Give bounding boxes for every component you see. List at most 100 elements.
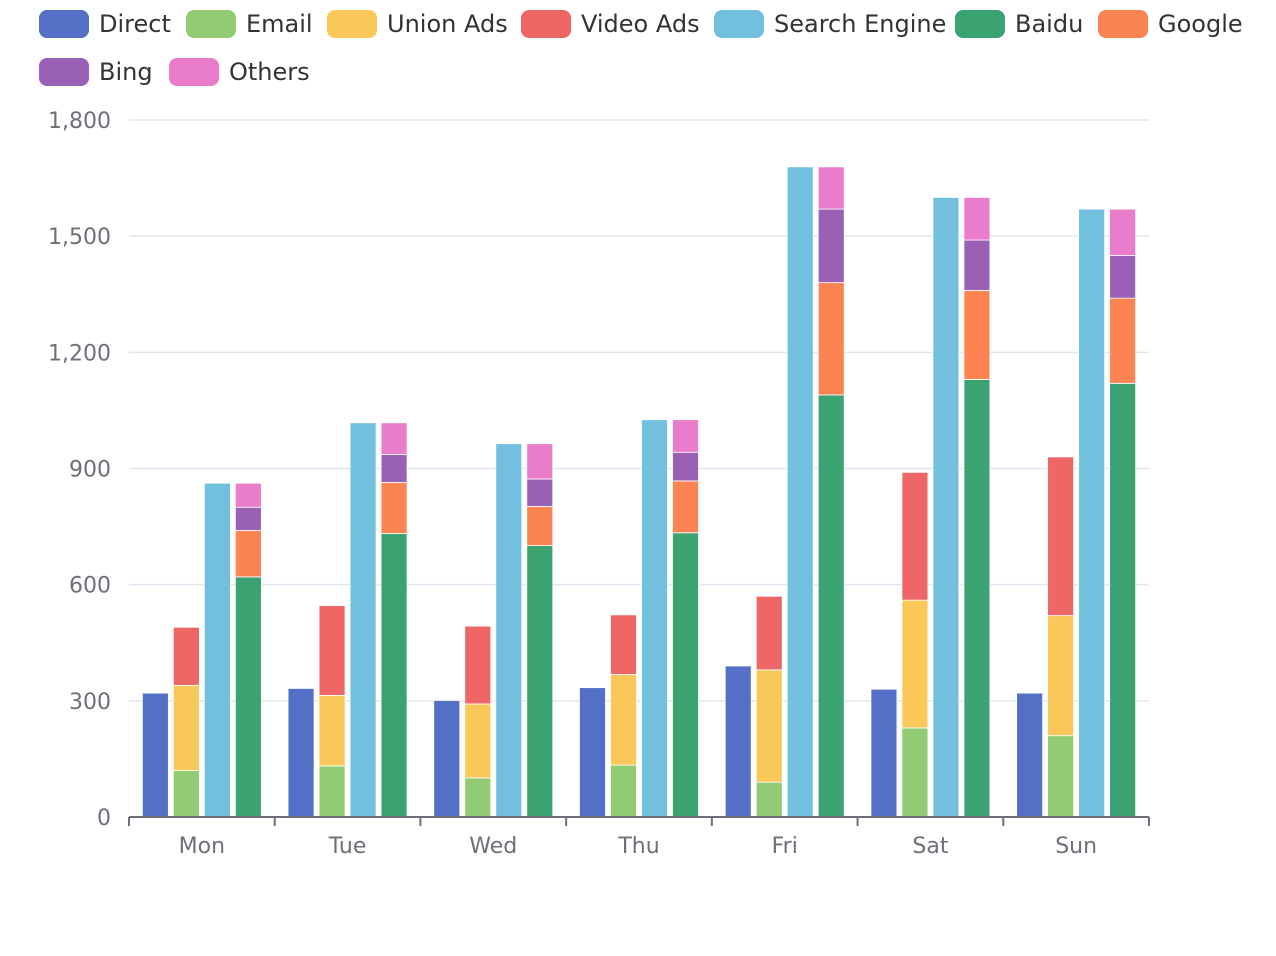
bar-email-sat[interactable]	[901, 727, 929, 818]
x-tick-label: Thu	[617, 834, 659, 859]
legend-swatch	[1098, 10, 1148, 38]
y-tick-label: 900	[69, 458, 111, 483]
x-tick-label: Wed	[469, 834, 517, 859]
bar-baidu-mon[interactable]	[234, 576, 262, 818]
bar-video-ads-wed[interactable]	[464, 625, 492, 705]
legend-label: Baidu	[1015, 10, 1083, 38]
legend-label: Bing	[99, 58, 153, 86]
legend-label: Google	[1158, 10, 1243, 38]
x-tick-label: Sat	[912, 834, 948, 859]
bar-video-ads-thu[interactable]	[610, 614, 637, 675]
bar-baidu-tue[interactable]	[380, 533, 408, 818]
legend-item-baidu[interactable]: Baidu	[955, 10, 1083, 38]
y-tick-label: 0	[97, 806, 111, 831]
bar-email-fri[interactable]	[755, 781, 783, 818]
bar-others-tue[interactable]	[380, 422, 408, 455]
legend-label: Email	[246, 10, 313, 38]
bar-direct-fri[interactable]	[724, 665, 752, 818]
legend-item-email[interactable]: Email	[186, 10, 313, 38]
bar-bing-tue[interactable]	[380, 454, 408, 483]
grid-lines	[129, 119, 1149, 702]
bar-google-sat[interactable]	[963, 289, 991, 380]
x-tick-label: Tue	[328, 834, 367, 859]
bar-search-engine-mon[interactable]	[203, 482, 231, 818]
bar-baidu-fri[interactable]	[817, 394, 845, 818]
legend-item-others[interactable]: Others	[169, 58, 310, 86]
bar-others-fri[interactable]	[817, 166, 845, 210]
bar-baidu-sun[interactable]	[1109, 382, 1137, 818]
bar-email-wed[interactable]	[464, 777, 492, 818]
bar-google-fri[interactable]	[817, 282, 845, 396]
bar-video-ads-sat[interactable]	[901, 471, 929, 601]
bar-others-wed[interactable]	[526, 443, 554, 480]
bar-search-engine-sat[interactable]	[932, 197, 960, 818]
bar-email-sun[interactable]	[1047, 735, 1075, 818]
bar-video-ads-tue[interactable]	[318, 605, 346, 696]
bar-union-ads-thu[interactable]	[610, 674, 637, 766]
bar-video-ads-sun[interactable]	[1047, 456, 1075, 617]
y-tick-label: 1,800	[48, 109, 111, 134]
bar-search-engine-tue[interactable]	[349, 422, 377, 818]
bar-union-ads-sat[interactable]	[901, 599, 929, 729]
bar-bing-fri[interactable]	[817, 208, 845, 284]
bar-others-mon[interactable]	[234, 482, 262, 508]
legend-swatch	[39, 58, 89, 86]
bar-baidu-wed[interactable]	[526, 545, 554, 818]
bar-direct-sat[interactable]	[870, 688, 898, 818]
bar-union-ads-mon[interactable]	[172, 684, 200, 771]
bar-email-mon[interactable]	[172, 770, 200, 818]
bar-video-ads-mon[interactable]	[172, 626, 200, 686]
legend-item-direct[interactable]: Direct	[39, 10, 171, 38]
legend-label: Others	[229, 58, 310, 86]
legend-item-video-ads[interactable]: Video Ads	[521, 10, 700, 38]
legend-item-union-ads[interactable]: Union Ads	[327, 10, 508, 38]
bar-others-sun[interactable]	[1109, 208, 1137, 256]
legend-swatch	[186, 10, 236, 38]
bar-video-ads-fri[interactable]	[755, 595, 783, 671]
legend-swatch	[955, 10, 1005, 38]
bar-baidu-sat[interactable]	[963, 379, 991, 818]
bars	[141, 166, 1137, 818]
bar-direct-sun[interactable]	[1016, 692, 1044, 818]
y-tick-label: 1,500	[48, 225, 111, 250]
legend-item-search-engine[interactable]: Search Engine	[714, 10, 946, 38]
bar-bing-wed[interactable]	[526, 478, 554, 507]
bar-union-ads-wed[interactable]	[464, 703, 492, 779]
bar-direct-thu[interactable]	[579, 687, 606, 818]
y-tick-label: 1,200	[48, 341, 111, 366]
bar-bing-sat[interactable]	[963, 239, 991, 291]
bar-direct-wed[interactable]	[433, 700, 461, 818]
bar-google-mon[interactable]	[234, 530, 262, 578]
bar-bing-thu[interactable]	[672, 451, 699, 482]
legend-label: Direct	[99, 10, 171, 38]
bar-baidu-thu[interactable]	[672, 532, 699, 818]
y-tick-label: 600	[69, 574, 111, 599]
bar-direct-tue[interactable]	[287, 688, 315, 818]
bar-union-ads-fri[interactable]	[755, 669, 783, 783]
legend-item-google[interactable]: Google	[1098, 10, 1243, 38]
bar-email-thu[interactable]	[610, 764, 637, 818]
bar-bing-mon[interactable]	[234, 506, 262, 531]
bar-bing-sun[interactable]	[1109, 255, 1137, 299]
bar-google-wed[interactable]	[526, 506, 554, 546]
y-tick-label: 300	[69, 690, 111, 715]
bar-google-sun[interactable]	[1109, 297, 1137, 384]
legend-swatch	[521, 10, 571, 38]
bar-others-thu[interactable]	[672, 419, 699, 453]
bar-union-ads-sun[interactable]	[1047, 615, 1075, 737]
x-tick-label: Sun	[1055, 834, 1097, 859]
legend-item-bing[interactable]: Bing	[39, 58, 153, 86]
bar-search-engine-sun[interactable]	[1078, 208, 1106, 818]
bar-google-thu[interactable]	[672, 480, 699, 534]
bar-others-sat[interactable]	[963, 197, 991, 241]
y-axis: 0 300 600 900 1,200 1,500 1,800	[48, 109, 111, 831]
bar-email-tue[interactable]	[318, 765, 346, 818]
bar-search-engine-fri[interactable]	[786, 166, 814, 818]
bar-union-ads-tue[interactable]	[318, 695, 346, 767]
bar-direct-mon[interactable]	[141, 692, 169, 818]
bar-google-tue[interactable]	[380, 482, 408, 534]
bar-search-engine-thu[interactable]	[641, 419, 668, 818]
bar-search-engine-wed[interactable]	[495, 443, 523, 818]
legend-swatch	[169, 58, 219, 86]
